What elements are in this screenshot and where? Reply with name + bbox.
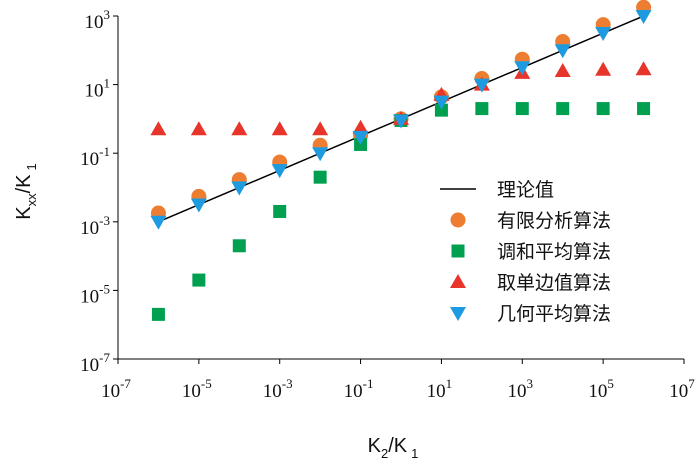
data-point-square — [637, 102, 651, 116]
y-tick-label: 10-5 — [80, 281, 110, 307]
legend-item: 取单边值算法 — [450, 272, 611, 294]
y-tick-label: 10-1 — [80, 144, 110, 170]
data-point-triangle-up — [150, 121, 167, 136]
data-point-triangle-down — [312, 147, 329, 162]
data-point-square — [192, 273, 206, 287]
data-point-triangle-up — [595, 61, 612, 76]
x-tick-label: 10-3 — [263, 376, 293, 402]
x-tick-label: 10-5 — [182, 376, 212, 402]
legend-swatch-square — [451, 244, 465, 258]
series-square — [151, 102, 651, 321]
legend-item: 理论值 — [440, 179, 554, 201]
x-axis-title: K2/K 1 — [368, 435, 419, 461]
data-point-square — [475, 102, 489, 116]
x-axis-ticks: 10-7 10-5 10-3 10-1 101 103 105 107 — [101, 359, 695, 402]
legend-item: 几何平均算法 — [450, 303, 611, 325]
legend-label: 几何平均算法 — [497, 303, 611, 325]
axes — [117, 16, 684, 360]
legend-swatch-triangle-up — [450, 274, 466, 288]
legend-label: 取单边值算法 — [497, 272, 611, 294]
y-axis-ticks: 10-7 10-5 10-3 10-1 101 103 — [80, 7, 118, 376]
data-point-square — [151, 307, 165, 321]
data-point-triangle-down — [554, 44, 571, 59]
data-point-triangle-down — [393, 114, 409, 129]
legend-label: 有限分析算法 — [497, 210, 611, 232]
legend-swatch-circle — [450, 212, 466, 228]
x-tick-label: 105 — [588, 376, 614, 402]
legend-item: 调和平均算法 — [451, 241, 611, 263]
data-point-triangle-up — [231, 121, 248, 136]
legend-swatch-triangle-down — [450, 307, 466, 321]
x-tick-label: 101 — [427, 376, 453, 402]
data-point-triangle-down — [595, 26, 612, 41]
y-tick-label: 10-3 — [80, 213, 110, 239]
data-point-triangle-down — [190, 198, 207, 213]
data-point-triangle-down — [433, 95, 450, 110]
data-point-triangle-down — [473, 78, 490, 93]
data-point-square — [596, 102, 610, 116]
series-triangle-down — [150, 10, 652, 230]
y-tick-label: 10-7 — [80, 350, 110, 376]
data-point-triangle-up — [352, 119, 369, 134]
data-point-triangle-down — [150, 215, 167, 230]
x-tick-label: 103 — [508, 376, 534, 402]
data-point-triangle-down — [271, 164, 288, 179]
x-tick-label: 107 — [669, 376, 695, 402]
data-point-square — [232, 239, 246, 253]
data-point-triangle-down — [635, 10, 652, 24]
data-point-triangle-up — [554, 62, 571, 77]
data-point-triangle-down — [352, 130, 369, 145]
y-tick-label: 103 — [85, 7, 111, 33]
y-axis-title: Kxx/K1 — [13, 163, 39, 219]
data-point-triangle-up — [312, 121, 329, 136]
plot-area — [150, 0, 652, 321]
data-point-square — [556, 102, 570, 116]
data-point-triangle-up — [190, 121, 207, 136]
legend-item: 有限分析算法 — [450, 210, 611, 232]
legend-label: 理论值 — [497, 179, 554, 201]
data-point-square — [313, 170, 327, 184]
legend-label: 调和平均算法 — [497, 241, 611, 263]
data-point-triangle-down — [231, 181, 248, 196]
series-circle — [150, 0, 652, 221]
data-point-square — [434, 103, 448, 117]
x-tick-label: 10-7 — [101, 376, 131, 402]
data-point-triangle-up — [635, 61, 652, 76]
data-point-square — [515, 102, 529, 116]
data-point-triangle-down — [514, 61, 531, 76]
data-point-triangle-up — [271, 121, 288, 136]
x-tick-label: 10-1 — [344, 376, 374, 402]
y-tick-label: 101 — [85, 76, 111, 102]
data-point-square — [273, 204, 287, 218]
